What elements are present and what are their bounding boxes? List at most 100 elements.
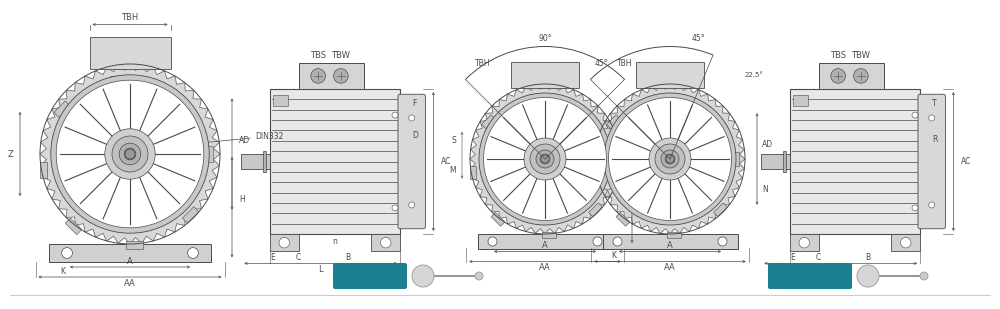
- Bar: [299, 63, 364, 89]
- Circle shape: [649, 138, 691, 180]
- Bar: [704, 105, 718, 119]
- Text: 90°: 90°: [538, 34, 552, 43]
- Circle shape: [530, 144, 560, 174]
- Circle shape: [912, 112, 918, 118]
- Text: C: C: [816, 253, 821, 262]
- Bar: [54, 101, 70, 117]
- Text: IM B3: IM B3: [350, 269, 390, 282]
- Circle shape: [62, 248, 72, 258]
- Bar: [270, 234, 299, 252]
- Text: AA: AA: [664, 263, 676, 272]
- Circle shape: [541, 155, 549, 163]
- Text: L: L: [838, 265, 843, 274]
- Circle shape: [412, 265, 434, 287]
- Bar: [733, 152, 739, 166]
- Circle shape: [409, 202, 415, 208]
- Circle shape: [56, 80, 204, 228]
- Bar: [528, 94, 542, 100]
- Text: AA: AA: [539, 263, 551, 272]
- Text: P: P: [762, 162, 767, 171]
- Text: 45°: 45°: [691, 34, 705, 43]
- Text: AD: AD: [239, 136, 250, 145]
- Text: B: B: [865, 253, 871, 262]
- Text: DIN332: DIN332: [255, 132, 283, 141]
- Text: 22.5°: 22.5°: [745, 72, 764, 78]
- Circle shape: [857, 265, 879, 287]
- Polygon shape: [40, 64, 220, 244]
- Bar: [482, 115, 495, 129]
- Circle shape: [112, 136, 148, 172]
- Bar: [126, 241, 143, 248]
- Bar: [40, 162, 47, 178]
- FancyBboxPatch shape: [768, 263, 852, 289]
- Bar: [636, 61, 704, 88]
- Bar: [608, 152, 614, 166]
- Bar: [589, 203, 602, 217]
- Text: TBS: TBS: [310, 51, 326, 60]
- Text: M: M: [575, 167, 581, 173]
- Circle shape: [540, 154, 550, 164]
- Bar: [90, 37, 170, 69]
- FancyBboxPatch shape: [333, 263, 407, 289]
- Bar: [667, 232, 680, 238]
- Text: TBH: TBH: [475, 59, 491, 68]
- Circle shape: [929, 115, 935, 121]
- Circle shape: [655, 144, 685, 174]
- Text: Z: Z: [561, 154, 567, 163]
- Circle shape: [593, 237, 602, 246]
- Bar: [270, 89, 400, 234]
- Bar: [714, 203, 727, 217]
- Text: AC: AC: [441, 157, 452, 166]
- Bar: [65, 218, 82, 235]
- Circle shape: [105, 129, 155, 179]
- Polygon shape: [595, 84, 745, 234]
- Text: F: F: [412, 99, 416, 108]
- Circle shape: [608, 98, 732, 221]
- Circle shape: [188, 248, 198, 258]
- Circle shape: [484, 98, 606, 221]
- Bar: [206, 146, 213, 162]
- Text: H: H: [639, 196, 645, 205]
- Circle shape: [119, 143, 141, 165]
- Bar: [478, 234, 612, 249]
- Text: Z: Z: [7, 150, 13, 159]
- Text: L: L: [318, 265, 323, 274]
- Bar: [579, 105, 593, 119]
- Circle shape: [854, 69, 868, 83]
- Bar: [790, 89, 920, 234]
- Text: S: S: [451, 136, 456, 145]
- Circle shape: [279, 238, 290, 248]
- Text: E: E: [791, 253, 795, 262]
- Text: C: C: [296, 253, 301, 262]
- Text: IM B35: IM B35: [786, 269, 834, 282]
- Circle shape: [536, 150, 554, 168]
- Circle shape: [409, 115, 415, 121]
- Bar: [542, 232, 556, 238]
- Circle shape: [475, 272, 483, 280]
- Circle shape: [613, 237, 622, 246]
- Text: TBS: TBS: [830, 51, 846, 60]
- Polygon shape: [470, 84, 620, 234]
- Text: T: T: [932, 99, 937, 108]
- Text: 45°: 45°: [594, 59, 608, 68]
- Circle shape: [524, 138, 566, 180]
- Text: TBW: TBW: [851, 51, 870, 60]
- Bar: [491, 212, 505, 226]
- Text: B: B: [345, 253, 351, 262]
- Bar: [110, 76, 126, 83]
- Text: R: R: [932, 135, 937, 144]
- Text: K: K: [611, 251, 616, 260]
- Bar: [171, 90, 187, 106]
- Text: TBH: TBH: [121, 13, 139, 22]
- Circle shape: [392, 205, 398, 211]
- Bar: [241, 154, 270, 169]
- Text: D: D: [412, 131, 418, 140]
- Circle shape: [920, 272, 928, 280]
- Circle shape: [831, 69, 845, 83]
- Circle shape: [900, 238, 911, 248]
- Text: A: A: [542, 241, 548, 250]
- Bar: [182, 207, 199, 223]
- Circle shape: [334, 69, 348, 83]
- Bar: [654, 94, 667, 100]
- Text: N: N: [762, 184, 768, 193]
